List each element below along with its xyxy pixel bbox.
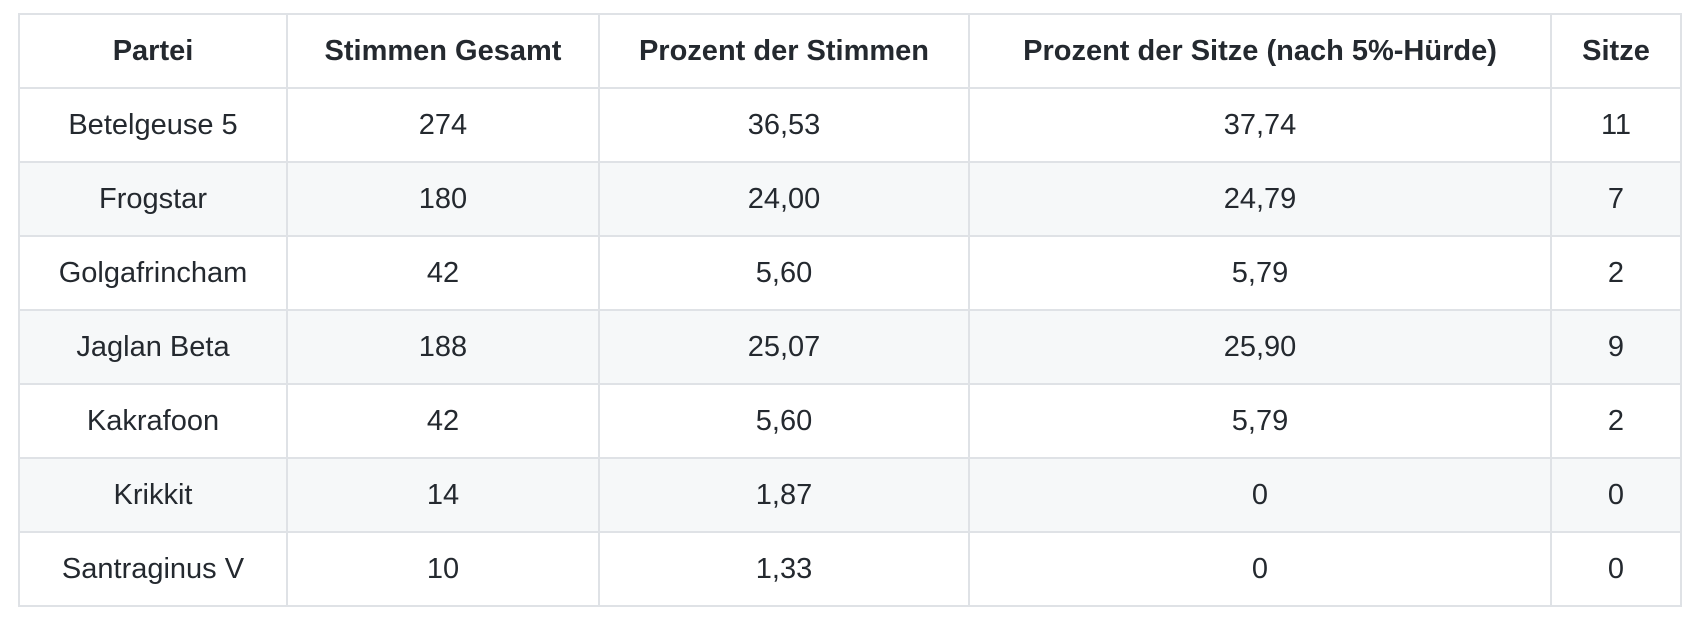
table-row: Santraginus V 10 1,33 0 0	[18, 531, 1682, 607]
cell-stimmen-gesamt: 14	[286, 457, 600, 533]
cell-prozent-stimmen: 24,00	[598, 161, 970, 237]
cell-prozent-sitze: 37,74	[968, 87, 1552, 163]
cell-prozent-stimmen: 5,60	[598, 235, 970, 311]
cell-partei: Santraginus V	[18, 531, 288, 607]
cell-sitze: 0	[1550, 531, 1682, 607]
cell-partei: Frogstar	[18, 161, 288, 237]
cell-stimmen-gesamt: 42	[286, 235, 600, 311]
column-header-prozent-sitze: Prozent der Sitze (nach 5%-Hürde)	[968, 13, 1552, 89]
header-row: Partei Stimmen Gesamt Prozent der Stimme…	[18, 13, 1682, 89]
table-row: Betelgeuse 5 274 36,53 37,74 11	[18, 87, 1682, 163]
election-results-table-container: Partei Stimmen Gesamt Prozent der Stimme…	[18, 13, 1682, 607]
cell-sitze: 11	[1550, 87, 1682, 163]
cell-partei: Jaglan Beta	[18, 309, 288, 385]
column-header-stimmen-gesamt: Stimmen Gesamt	[286, 13, 600, 89]
table-row: Frogstar 180 24,00 24,79 7	[18, 161, 1682, 237]
cell-prozent-sitze: 0	[968, 531, 1552, 607]
cell-sitze: 2	[1550, 383, 1682, 459]
table-row: Krikkit 14 1,87 0 0	[18, 457, 1682, 533]
cell-partei: Golgafrincham	[18, 235, 288, 311]
cell-prozent-sitze: 5,79	[968, 383, 1552, 459]
cell-stimmen-gesamt: 42	[286, 383, 600, 459]
cell-prozent-sitze: 24,79	[968, 161, 1552, 237]
column-header-partei: Partei	[18, 13, 288, 89]
cell-prozent-stimmen: 1,33	[598, 531, 970, 607]
cell-sitze: 9	[1550, 309, 1682, 385]
table-row: Kakrafoon 42 5,60 5,79 2	[18, 383, 1682, 459]
cell-sitze: 0	[1550, 457, 1682, 533]
table-body: Betelgeuse 5 274 36,53 37,74 11 Frogstar 180 24…	[18, 87, 1682, 607]
cell-partei: Kakrafoon	[18, 383, 288, 459]
column-header-prozent-stimmen: Prozent der Stimmen	[598, 13, 970, 89]
cell-partei: Betelgeuse 5	[18, 87, 288, 163]
cell-stimmen-gesamt: 180	[286, 161, 600, 237]
table-row: Jaglan Beta 188 25,07 25,90 9	[18, 309, 1682, 385]
cell-prozent-stimmen: 1,87	[598, 457, 970, 533]
cell-stimmen-gesamt: 188	[286, 309, 600, 385]
cell-prozent-sitze: 25,90	[968, 309, 1552, 385]
column-header-sitze: Sitze	[1550, 13, 1682, 89]
cell-sitze: 2	[1550, 235, 1682, 311]
cell-stimmen-gesamt: 274	[286, 87, 600, 163]
cell-sitze: 7	[1550, 161, 1682, 237]
cell-prozent-sitze: 5,79	[968, 235, 1552, 311]
election-results-table: Partei Stimmen Gesamt Prozent der Stimme…	[18, 13, 1682, 607]
cell-prozent-sitze: 0	[968, 457, 1552, 533]
cell-prozent-stimmen: 5,60	[598, 383, 970, 459]
cell-stimmen-gesamt: 10	[286, 531, 600, 607]
cell-partei: Krikkit	[18, 457, 288, 533]
table-header: Partei Stimmen Gesamt Prozent der Stimme…	[18, 13, 1682, 89]
cell-prozent-stimmen: 36,53	[598, 87, 970, 163]
cell-prozent-stimmen: 25,07	[598, 309, 970, 385]
table-row: Golgafrincham 42 5,60 5,79 2	[18, 235, 1682, 311]
